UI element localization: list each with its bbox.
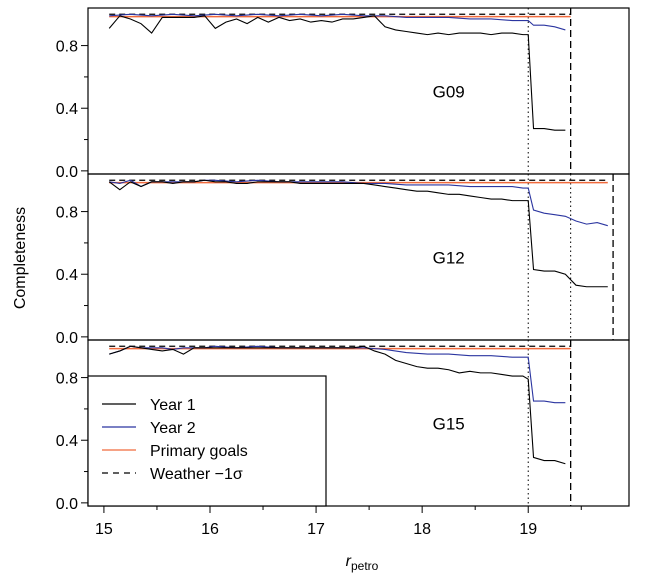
- y-tick-label: 0.0: [56, 164, 78, 181]
- x-axis-label: rpetro: [346, 553, 379, 573]
- panel-plot-area: [108, 174, 614, 340]
- y-tick-label: 0.4: [56, 101, 78, 118]
- panel-plot-area: [109, 340, 572, 506]
- legend-label: Weather −1σ: [150, 466, 243, 483]
- x-tick-label: 16: [201, 521, 219, 538]
- panels-group: 0.0 0.4 0.8 G09 0.0 0.4 0.8 G12 0.0 0.4 0.8 G15: [56, 7, 630, 513]
- y-tick-label: 0.8: [56, 205, 78, 222]
- y-tick-label: 0.8: [56, 39, 78, 56]
- y-tick-label: 0.0: [56, 496, 78, 513]
- panel-g09: 0.0 0.4 0.8 G09: [56, 7, 630, 181]
- x-tick-label: 19: [519, 521, 537, 538]
- year2-line: [109, 179, 608, 227]
- legend-label: Year 1: [150, 397, 196, 414]
- legend-label: Year 2: [150, 420, 196, 437]
- panel-label: G12: [433, 248, 465, 267]
- year1-line: [108, 179, 608, 288]
- panel-plot-area: [108, 8, 572, 174]
- legend-label: Primary goals: [150, 443, 248, 460]
- y-tick-label: 0.0: [56, 330, 78, 347]
- y-axis-label: Completeness: [12, 207, 29, 309]
- panel-frame: [87, 7, 630, 175]
- x-axis: 15 16 17 18 19: [95, 506, 582, 538]
- y-tick-label: 0.8: [56, 371, 78, 388]
- year1-line: [109, 345, 566, 465]
- year1-line: [108, 15, 566, 131]
- x-tick-label: 17: [307, 521, 325, 538]
- panel-label: G15: [433, 414, 465, 433]
- x-tick-label: 18: [413, 521, 431, 538]
- panel-g12: 0.0 0.4 0.8 G12: [56, 173, 630, 347]
- legend: Year 1 Year 2 Primary goals Weather −1σ: [87, 375, 327, 507]
- x-axis-label-main: r: [346, 553, 352, 570]
- panel-label: G09: [433, 82, 465, 101]
- x-tick-label: 15: [95, 521, 113, 538]
- panel-g15: 0.0 0.4 0.8 G15: [56, 339, 630, 513]
- y-tick-label: 0.4: [56, 267, 78, 284]
- y-tick-label: 0.4: [56, 433, 78, 450]
- panel-frame: [87, 173, 630, 341]
- x-axis-label-subscript: petro: [351, 559, 379, 573]
- legend-box: [87, 375, 327, 507]
